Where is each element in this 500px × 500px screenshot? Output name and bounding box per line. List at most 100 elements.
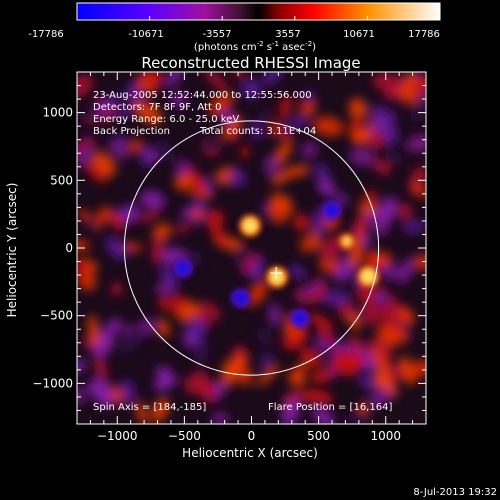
image-panel bbox=[77, 72, 426, 424]
texture-blob bbox=[118, 106, 131, 120]
texture-blob bbox=[372, 73, 398, 90]
x-tick-label: −500 bbox=[168, 429, 201, 443]
texture-blob bbox=[208, 91, 234, 117]
texture-blob bbox=[300, 235, 313, 253]
texture-blob bbox=[371, 347, 387, 370]
texture-blob bbox=[349, 148, 376, 166]
texture-blob bbox=[269, 310, 280, 326]
texture-blob bbox=[189, 208, 206, 221]
texture-blob bbox=[405, 134, 426, 152]
texture-blob bbox=[127, 139, 143, 153]
texture-blob bbox=[153, 139, 176, 162]
texture-blob bbox=[202, 300, 222, 321]
texture-blob bbox=[279, 95, 292, 120]
texture-blob bbox=[170, 91, 187, 109]
texture-blob bbox=[110, 212, 125, 232]
texture-blob bbox=[299, 280, 325, 297]
x-tick-label: 0 bbox=[248, 429, 256, 443]
texture-blob bbox=[96, 389, 115, 408]
texture-blob bbox=[312, 407, 335, 424]
texture-blob bbox=[313, 164, 330, 180]
texture-blob bbox=[287, 359, 313, 380]
texture-blob bbox=[139, 318, 156, 335]
flare-marker bbox=[270, 267, 283, 280]
texture-blob bbox=[309, 313, 334, 331]
bright-source-core bbox=[270, 270, 285, 285]
texture-blob bbox=[372, 159, 392, 176]
texture-blob bbox=[77, 273, 97, 291]
texture-blob bbox=[349, 255, 363, 268]
solar-limb bbox=[123, 120, 380, 376]
texture-blob bbox=[197, 379, 217, 404]
texture-blob bbox=[378, 326, 408, 347]
texture-blob bbox=[284, 312, 302, 340]
texture-blob bbox=[386, 364, 405, 382]
texture-blob bbox=[241, 251, 260, 275]
texture-blob bbox=[193, 348, 210, 367]
texture-blob bbox=[347, 410, 371, 424]
texture-blob bbox=[325, 186, 336, 198]
colorbar-unit: (photons cm-2 s-1 asec-2) bbox=[194, 40, 316, 53]
texture-blob bbox=[236, 366, 253, 386]
colorbar-tick-label: 3557 bbox=[275, 29, 300, 40]
texture-blob bbox=[151, 235, 165, 265]
texture-blob bbox=[281, 396, 301, 424]
y-tick-label: 1000 bbox=[42, 106, 73, 120]
texture-blob bbox=[165, 72, 183, 88]
x-tick-label: 500 bbox=[307, 429, 330, 443]
texture-blob bbox=[413, 255, 426, 270]
dark-source-core bbox=[177, 262, 190, 275]
annotation-detectors: Detectors: 7F 8F 9F, Att 0 bbox=[93, 102, 221, 113]
texture-blob bbox=[379, 196, 397, 224]
texture-blob bbox=[84, 217, 98, 230]
y-tick-label: 0 bbox=[65, 241, 73, 255]
y-tick-label: −500 bbox=[40, 309, 73, 323]
texture-blob bbox=[256, 327, 274, 345]
bright-source-core bbox=[243, 218, 258, 233]
texture-blob bbox=[312, 116, 344, 137]
texture-blob bbox=[298, 99, 317, 117]
colorbar-gradient bbox=[76, 2, 441, 21]
texture-blob bbox=[372, 109, 396, 134]
x-tick-label: 1000 bbox=[370, 429, 401, 443]
texture-blob bbox=[87, 314, 100, 346]
texture-blob bbox=[245, 280, 269, 307]
dark-source-core bbox=[293, 312, 306, 325]
texture-blob bbox=[273, 140, 292, 166]
x-tick-label: −1000 bbox=[97, 429, 138, 443]
colorbar-tick-label: 10671 bbox=[343, 29, 375, 40]
x-axis-label: Heliocentric X (arcsec) bbox=[182, 446, 318, 460]
y-tick-label: 500 bbox=[50, 173, 73, 187]
texture-blob bbox=[125, 81, 137, 100]
colorbar-tick-label: -10671 bbox=[128, 29, 163, 40]
texture-blob bbox=[84, 162, 107, 184]
texture-blob bbox=[145, 72, 164, 87]
texture-blob bbox=[316, 324, 338, 348]
texture-blob bbox=[174, 174, 193, 191]
annotation-counts: Total counts: 3.11E+04 bbox=[199, 126, 316, 137]
colorbar-tick-label: -3557 bbox=[202, 29, 231, 40]
texture-blob bbox=[322, 290, 351, 306]
texture-blob bbox=[258, 108, 272, 125]
annotation-flare-position: Flare Position = [16,164] bbox=[268, 402, 392, 413]
texture-blob bbox=[369, 387, 392, 407]
colorbar-tick-label: 17786 bbox=[408, 29, 440, 40]
chart-title: Reconstructed RHESSI Image bbox=[141, 54, 360, 72]
texture-blob bbox=[158, 295, 168, 310]
texture-blob bbox=[359, 374, 376, 391]
texture-blob bbox=[348, 336, 362, 349]
bright-source-core bbox=[361, 269, 376, 284]
texture-blob bbox=[200, 136, 223, 154]
texture-blob bbox=[174, 224, 191, 233]
texture-blob bbox=[302, 90, 316, 101]
texture-blob bbox=[348, 350, 365, 371]
texture-blob bbox=[120, 327, 144, 354]
texture-blob bbox=[160, 265, 179, 289]
texture-blob bbox=[177, 302, 202, 323]
texture-blob bbox=[92, 95, 121, 117]
texture-blob bbox=[157, 318, 170, 338]
axis-ticks: −1000 −500 0 500 1000 −1000 −500 0 500 1000 bbox=[32, 72, 426, 443]
texture-blob bbox=[77, 359, 86, 374]
texture-blob bbox=[241, 78, 262, 100]
